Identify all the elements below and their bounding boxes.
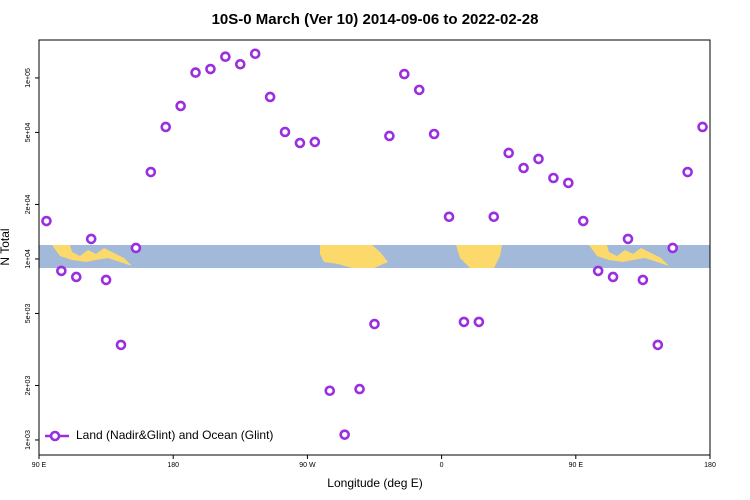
y-tick-label: 2e+03 bbox=[25, 376, 32, 396]
data-point bbox=[354, 383, 365, 395]
data-point bbox=[399, 68, 410, 80]
legend-label: Land (Nadir&Glint) and Ocean (Glint) bbox=[76, 428, 273, 442]
data-point bbox=[205, 63, 216, 75]
data-point bbox=[220, 51, 231, 62]
data-point bbox=[235, 58, 246, 70]
map-band bbox=[39, 245, 710, 268]
data-point bbox=[339, 429, 350, 440]
y-tick-label: 5e+04 bbox=[25, 122, 32, 142]
data-point bbox=[100, 274, 112, 286]
data-point bbox=[249, 48, 261, 60]
data-point bbox=[518, 162, 529, 174]
data-point bbox=[428, 128, 440, 140]
y-axis-label: N Total bbox=[0, 228, 12, 265]
data-point bbox=[548, 172, 559, 184]
data-point bbox=[309, 136, 321, 148]
data-point bbox=[145, 166, 157, 178]
data-point bbox=[130, 242, 142, 254]
data-point bbox=[324, 385, 336, 397]
data-point bbox=[652, 339, 664, 351]
data-point bbox=[592, 265, 604, 277]
x-tick-label: 180 bbox=[167, 462, 179, 469]
x-tick-label: 90 E bbox=[569, 462, 584, 469]
x-tick-label: 180 bbox=[704, 462, 716, 469]
y-tick-label: 1e+03 bbox=[25, 430, 32, 450]
y-tick-label: 1e+05 bbox=[25, 68, 32, 88]
data-point bbox=[56, 265, 67, 277]
x-axis-label: Longitude (deg E) bbox=[327, 476, 422, 490]
data-point bbox=[473, 316, 485, 328]
data-point bbox=[563, 177, 574, 189]
data-point bbox=[577, 215, 589, 227]
data-point bbox=[533, 153, 544, 165]
data-point bbox=[369, 318, 380, 330]
data-point bbox=[503, 147, 515, 159]
data-point bbox=[488, 211, 500, 223]
x-tick-label: 0 bbox=[440, 462, 444, 469]
data-point bbox=[279, 126, 291, 138]
x-tick-label: 90 W bbox=[299, 462, 316, 469]
data-point bbox=[607, 271, 619, 283]
data-point bbox=[667, 242, 679, 254]
data-point bbox=[443, 211, 455, 223]
data-point bbox=[175, 100, 186, 112]
data-point bbox=[264, 91, 276, 103]
legend-marker bbox=[49, 430, 61, 442]
data-point bbox=[190, 67, 201, 78]
data-point bbox=[294, 137, 306, 149]
plot-frame bbox=[38, 39, 711, 456]
data-point bbox=[458, 316, 470, 328]
data-point bbox=[115, 339, 127, 351]
data-point bbox=[622, 233, 634, 245]
y-tick-label: 5e+03 bbox=[25, 304, 32, 324]
data-point bbox=[637, 274, 649, 286]
x-tick-label: 90 E bbox=[32, 462, 47, 469]
data-point bbox=[384, 130, 395, 142]
chart-title: 10S-0 March (Ver 10) 2014-09-06 to 2022-… bbox=[212, 11, 539, 28]
data-point bbox=[697, 121, 708, 133]
data-point bbox=[682, 166, 693, 178]
data-point bbox=[160, 121, 172, 133]
data-point bbox=[413, 84, 425, 96]
data-point bbox=[70, 271, 82, 283]
data-point bbox=[85, 233, 97, 245]
y-tick-label: 2e+04 bbox=[25, 195, 32, 215]
data-point bbox=[41, 215, 52, 227]
y-tick-label: 1e+04 bbox=[25, 249, 32, 269]
